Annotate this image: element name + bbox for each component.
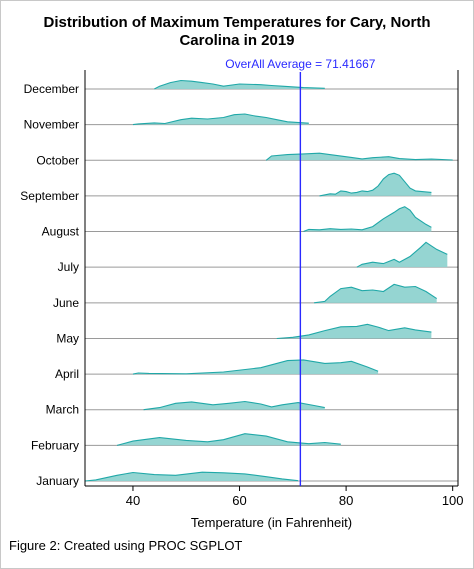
month-label-october: October: [36, 153, 79, 167]
chart-title-line1: Distribution of Maximum Temperatures for…: [43, 14, 431, 31]
x-tick-label-80: 80: [339, 493, 353, 508]
ridge-area-august: [303, 206, 432, 232]
ridge-outline-august: [303, 206, 432, 233]
month-label-may: May: [56, 331, 79, 345]
chart-title-line2: Carolina in 2019: [179, 32, 295, 49]
ridge-area-september: [319, 173, 432, 196]
x-tick-label-40: 40: [126, 493, 140, 508]
month-label-march: March: [46, 403, 79, 417]
ridge-outline-march: [143, 400, 325, 411]
month-label-february: February: [31, 438, 79, 452]
ridge-outline-september: [319, 172, 432, 197]
ridge-outline-july: [356, 241, 448, 268]
month-label-june: June: [53, 296, 79, 310]
ridge-outline-december: [154, 79, 325, 90]
month-label-april: April: [55, 367, 79, 381]
month-label-january: January: [36, 474, 79, 488]
ridge-area-november: [132, 114, 309, 125]
ridge-area-may: [276, 324, 432, 339]
ridge-outline-april: [132, 359, 379, 375]
x-tick-label-100: 100: [442, 493, 464, 508]
ridge-outline-june: [314, 283, 438, 304]
ridge-area-december: [154, 80, 325, 89]
month-label-july: July: [58, 260, 79, 274]
ridge-outline-november: [132, 113, 309, 126]
ridge-outline-october: [265, 152, 453, 161]
ridge-area-march: [143, 401, 325, 410]
month-label-december: December: [24, 82, 79, 96]
ridge-area-june: [314, 284, 437, 303]
ridge-area-february: [116, 433, 341, 446]
ridge-outline-february: [116, 433, 341, 446]
month-label-august: August: [42, 225, 80, 239]
figure-caption: Figure 2: Created using PROC SGPLOT: [9, 538, 243, 553]
ridge-outline-january: [84, 471, 299, 482]
average-reference-label: OverAll Average = 71.41667: [225, 57, 376, 71]
ridge-area-april: [132, 359, 379, 375]
ridge-outline-may: [276, 323, 432, 340]
x-tick-label-60: 60: [232, 493, 246, 508]
month-label-september: September: [20, 189, 79, 203]
month-label-november: November: [24, 118, 79, 132]
ridge-area-july: [356, 242, 448, 268]
ridge-area-october: [266, 153, 453, 161]
x-axis-label: Temperature (in Fahrenheit): [191, 515, 352, 530]
